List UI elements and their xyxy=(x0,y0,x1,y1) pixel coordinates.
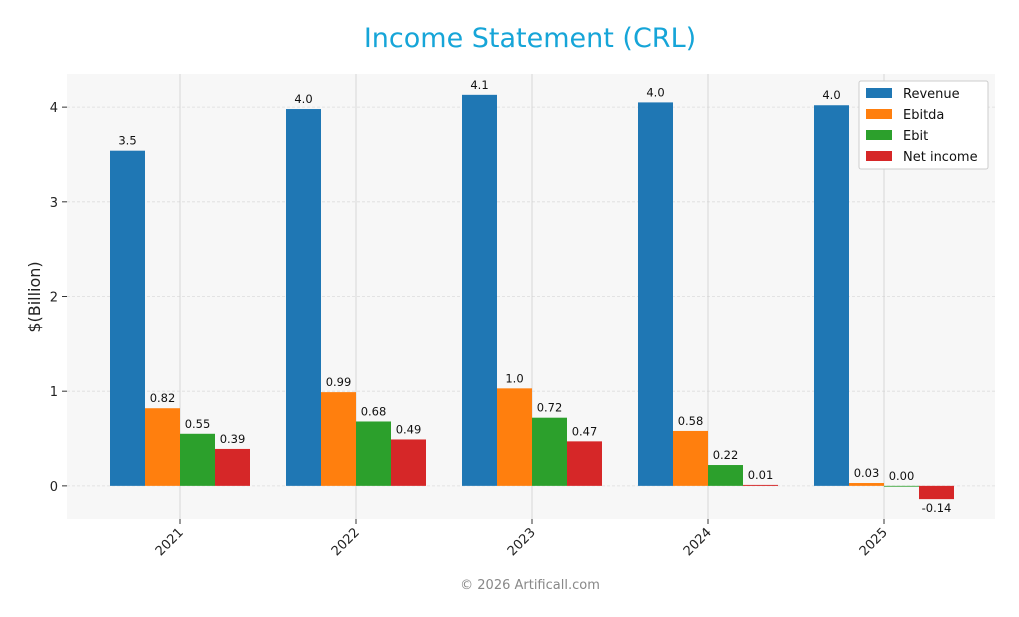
y-tick-label: 2 xyxy=(50,291,58,306)
bar-ebit xyxy=(356,421,391,486)
legend-box xyxy=(858,80,989,170)
data-label: 0.03 xyxy=(854,466,880,480)
data-label: 0.22 xyxy=(713,448,739,462)
footer-credit: © 2026 Artificall.com xyxy=(460,578,600,593)
bar-ebitda xyxy=(145,408,180,486)
data-label: 0.72 xyxy=(537,401,563,415)
bar-ebit xyxy=(708,465,743,486)
legend-swatch xyxy=(866,109,892,119)
data-label: 0.00 xyxy=(889,469,915,483)
chart-title: Income Statement (CRL) xyxy=(364,23,696,54)
data-label: -0.14 xyxy=(922,501,952,515)
bar-revenue xyxy=(462,94,497,486)
bars xyxy=(110,94,954,500)
data-label: 3.5 xyxy=(118,134,136,148)
data-label: 0.01 xyxy=(748,468,774,482)
x-tick-label: 2023 xyxy=(505,525,539,559)
bar-revenue xyxy=(110,150,145,486)
x-tick-label: 2022 xyxy=(329,525,363,559)
legend-label: Net income xyxy=(903,150,978,165)
data-label: 0.82 xyxy=(150,391,176,405)
bar-ebitda xyxy=(849,483,884,486)
bar-ebit xyxy=(884,485,919,487)
y-tick-label: 0 xyxy=(50,480,58,495)
legend-label: Ebit xyxy=(903,129,928,144)
data-label: 0.49 xyxy=(396,422,422,436)
x-tick-label: 2021 xyxy=(153,525,187,559)
bar-ebit xyxy=(180,433,215,486)
y-axis: 0 1 2 3 4 xyxy=(50,101,67,495)
bar-net-income xyxy=(743,484,778,486)
data-label: 0.99 xyxy=(326,375,352,389)
data-label: 0.47 xyxy=(572,424,598,438)
bar-ebitda xyxy=(321,392,356,486)
bar-revenue xyxy=(638,102,673,486)
x-axis: 2021 2022 2023 2024 2025 xyxy=(153,519,891,559)
data-label: 0.58 xyxy=(678,414,704,428)
legend-swatch xyxy=(866,151,892,161)
bar-ebitda xyxy=(673,430,708,486)
y-axis-label: $(Billion) xyxy=(25,261,44,332)
bar-ebitda xyxy=(497,388,532,486)
legend-swatch xyxy=(866,88,892,98)
bar-net-income xyxy=(919,485,954,500)
x-tick-label: 2024 xyxy=(681,525,715,559)
data-label: 0.39 xyxy=(220,432,246,446)
bar-revenue xyxy=(814,105,849,486)
y-tick-label: 1 xyxy=(50,385,58,400)
legend: Revenue Ebitda Ebit Net income xyxy=(858,80,989,170)
bar-revenue xyxy=(286,109,321,486)
data-label: 0.68 xyxy=(361,404,387,418)
data-labels: 3.5 4.0 4.1 4.0 4.0 0.82 0.99 1.0 0.58 0.03 0.55 0.… xyxy=(118,78,951,515)
bar-ebit xyxy=(532,417,567,486)
legend-label: Ebitda xyxy=(903,108,944,123)
y-tick-label: 4 xyxy=(50,101,58,116)
data-label: 1.0 xyxy=(505,371,523,385)
x-tick-label: 2025 xyxy=(857,525,891,559)
data-label: 4.1 xyxy=(470,78,488,92)
data-label: 0.55 xyxy=(185,417,211,431)
legend-label: Revenue xyxy=(903,87,960,102)
bar-net-income xyxy=(391,439,426,486)
data-label: 4.0 xyxy=(822,88,840,102)
bar-net-income xyxy=(567,441,602,486)
y-tick-label: 3 xyxy=(50,196,58,211)
data-label: 4.0 xyxy=(646,85,664,99)
legend-swatch xyxy=(866,130,892,140)
bar-net-income xyxy=(215,448,250,486)
data-label: 4.0 xyxy=(294,92,312,106)
